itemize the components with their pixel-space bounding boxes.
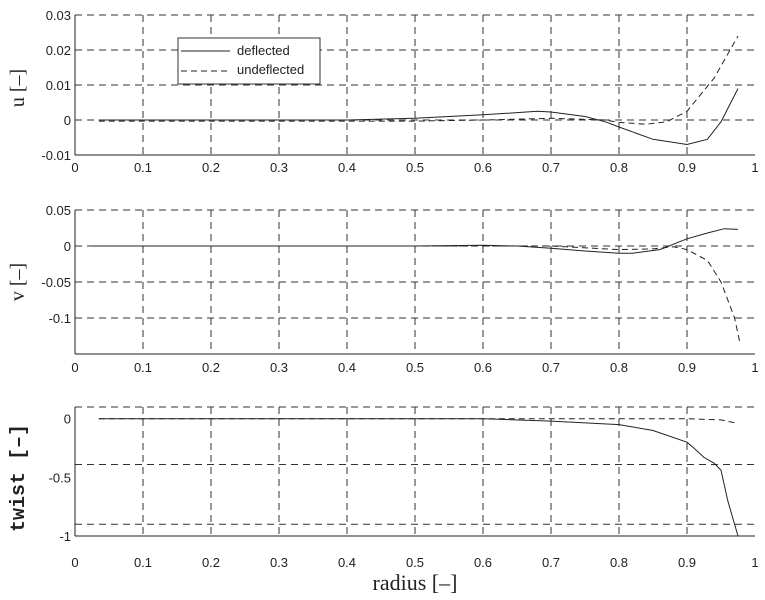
- u-subplot: 0 0.1 0.2 0.3 0.4 0.5 0.6 0.7 0.8 0.9 1 0.03 0.02 0.0…: [41, 8, 758, 175]
- v-ylabel: v [–]: [7, 263, 29, 301]
- series-undeflected: [98, 418, 739, 424]
- legend-undeflected: undeflected: [237, 62, 304, 77]
- x-tick-label: 0.2: [202, 360, 220, 375]
- x-tick-label: 0.5: [406, 360, 424, 375]
- y-tick-label: -0.5: [49, 470, 71, 485]
- x-tick-label: 0: [71, 160, 78, 175]
- x-tick-label: 0.2: [202, 160, 220, 175]
- x-tick-label: 0.6: [474, 360, 492, 375]
- y-tick-label: 0: [64, 239, 71, 254]
- x-tick-label: 0: [71, 360, 78, 375]
- v-subplot: 0 0.1 0.2 0.3 0.4 0.5 0.6 0.7 0.8 0.9 1 0.05 0 -0.05 -…: [41, 203, 758, 375]
- y-tick-label: 0: [64, 113, 71, 128]
- series-deflected: [98, 418, 739, 537]
- x-tick-label: 0.6: [474, 555, 492, 570]
- y-tick-label: -0.05: [41, 275, 71, 290]
- twist-ylabel: twist [–]: [8, 424, 31, 532]
- x-tick-label: 0.7: [542, 555, 560, 570]
- series-deflected: [92, 228, 739, 254]
- x-tick-label: 0.2: [202, 555, 220, 570]
- y-tick-label: -0.1: [49, 311, 71, 326]
- x-tick-label: 0.7: [542, 160, 560, 175]
- x-tick-label: 0.7: [542, 360, 560, 375]
- y-tick-label: 0.01: [46, 78, 71, 93]
- y-tick-label: 0.05: [46, 203, 71, 218]
- x-tick-label: 1: [751, 555, 758, 570]
- y-tick-label: 0.03: [46, 8, 71, 23]
- x-tick-label: 0.3: [270, 555, 288, 570]
- x-tick-label: 0.9: [678, 360, 696, 375]
- twist-subplot: 0 0.1 0.2 0.3 0.4 0.5 0.6 0.7 0.8 0.9 1 0 -0.5 -1: [49, 406, 759, 570]
- x-tick-label: 0.1: [134, 360, 152, 375]
- x-tick-label: 0.5: [406, 555, 424, 570]
- legend: deflected undeflected: [177, 37, 321, 85]
- series-undeflected: [92, 245, 741, 344]
- x-tick-label: 0.4: [338, 160, 356, 175]
- y-tick-label: 0.02: [46, 43, 71, 58]
- legend-box: [177, 37, 321, 85]
- x-tick-label: 0.8: [610, 160, 628, 175]
- x-tick-label: 0.4: [338, 360, 356, 375]
- x-tick-label: 0.9: [678, 555, 696, 570]
- x-tick-label: 0.9: [678, 160, 696, 175]
- x-tick-label: 0: [71, 555, 78, 570]
- x-tick-label: 0.3: [270, 160, 288, 175]
- x-tick-label: 0.3: [270, 360, 288, 375]
- series-undeflected: [98, 35, 739, 125]
- radius-xlabel: radius [–]: [373, 570, 458, 595]
- x-tick-label: 0.8: [610, 555, 628, 570]
- x-tick-label: 0.4: [338, 555, 356, 570]
- y-tick-label: 0: [64, 412, 71, 427]
- u-ylabel: u [–]: [7, 69, 29, 107]
- y-tick-label: -1: [59, 529, 71, 544]
- x-tick-label: 0.8: [610, 360, 628, 375]
- series-deflected: [98, 88, 739, 146]
- x-tick-label: 0.1: [134, 555, 152, 570]
- x-tick-label: 0.1: [134, 160, 152, 175]
- legend-deflected: deflected: [237, 43, 290, 58]
- y-tick-label: -0.01: [41, 148, 71, 163]
- x-tick-label: 0.6: [474, 160, 492, 175]
- x-tick-label: 1: [751, 360, 758, 375]
- x-tick-label: 0.5: [406, 160, 424, 175]
- x-tick-label: 1: [751, 160, 758, 175]
